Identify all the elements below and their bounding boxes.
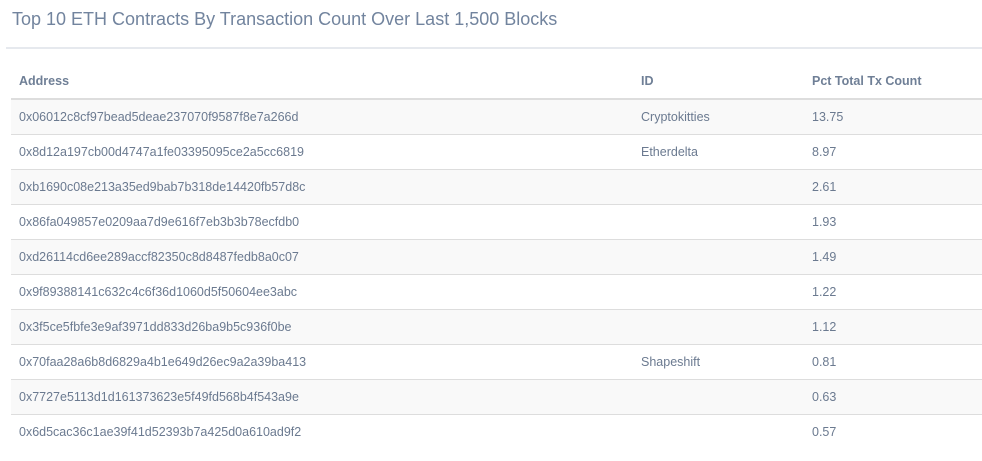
table-row: 0x86fa049857e0209aa7d9e616f7eb3b3b78ecfd… bbox=[11, 204, 982, 240]
table-header-row: Address ID Pct Total Tx Count bbox=[11, 64, 982, 100]
address-cell: 0xd26114cd6ee289accf82350c8d8487fedb8a0c… bbox=[11, 239, 633, 275]
address-cell: 0xb1690c08e213a35ed9bab7b318de14420fb57d… bbox=[11, 169, 633, 205]
id-cell bbox=[633, 414, 804, 449]
address-cell: 0x86fa049857e0209aa7d9e616f7eb3b3b78ecfd… bbox=[11, 204, 633, 240]
table-row: 0x6d5cac36c1ae39f41d52393b7a425d0a610ad9… bbox=[11, 414, 982, 449]
id-cell: Shapeshift bbox=[633, 344, 804, 380]
address-cell: 0x70faa28a6b8d6829a4b1e649d26ec9a2a39ba4… bbox=[11, 344, 633, 380]
pct-cell: 1.12 bbox=[804, 309, 982, 345]
pct-cell: 1.22 bbox=[804, 274, 982, 310]
column-header-address: Address bbox=[11, 64, 633, 100]
pct-cell: 0.81 bbox=[804, 344, 982, 380]
column-header-id: ID bbox=[633, 64, 804, 100]
id-cell: Cryptokitties bbox=[633, 98, 804, 135]
contracts-table: Address ID Pct Total Tx Count 0x06012c8c… bbox=[11, 64, 982, 449]
pct-cell: 8.97 bbox=[804, 134, 982, 170]
address-cell: 0x06012c8cf97bead5deae237070f9587f8e7a26… bbox=[11, 98, 633, 135]
pct-cell: 2.61 bbox=[804, 169, 982, 205]
table-row: 0x06012c8cf97bead5deae237070f9587f8e7a26… bbox=[11, 98, 982, 135]
id-cell bbox=[633, 274, 804, 310]
table-row: 0x3f5ce5fbfe3e9af3971dd833d26ba9b5c936f0… bbox=[11, 309, 982, 345]
id-cell bbox=[633, 379, 804, 415]
table-row: 0x70faa28a6b8d6829a4b1e649d26ec9a2a39ba4… bbox=[11, 344, 982, 380]
id-cell bbox=[633, 169, 804, 205]
pct-cell: 1.93 bbox=[804, 204, 982, 240]
address-cell: 0x9f89388141c632c4c6f36d1060d5f50604ee3a… bbox=[11, 274, 633, 310]
pct-cell: 0.57 bbox=[804, 414, 982, 449]
id-cell bbox=[633, 204, 804, 240]
pct-cell: 13.75 bbox=[804, 98, 982, 135]
table-row: 0x7727e5113d1d161373623e5f49fd568b4f543a… bbox=[11, 379, 982, 415]
table-row: 0x8d12a197cb00d4747a1fe03395095ce2a5cc68… bbox=[11, 134, 982, 170]
title-divider bbox=[6, 47, 982, 49]
page-title: Top 10 ETH Contracts By Transaction Coun… bbox=[12, 9, 558, 29]
address-cell: 0x8d12a197cb00d4747a1fe03395095ce2a5cc68… bbox=[11, 134, 633, 170]
address-cell: 0x6d5cac36c1ae39f41d52393b7a425d0a610ad9… bbox=[11, 414, 633, 449]
column-header-pct: Pct Total Tx Count bbox=[804, 64, 982, 100]
id-cell bbox=[633, 309, 804, 345]
address-cell: 0x7727e5113d1d161373623e5f49fd568b4f543a… bbox=[11, 379, 633, 415]
pct-cell: 1.49 bbox=[804, 239, 982, 275]
pct-cell: 0.63 bbox=[804, 379, 982, 415]
table-row: 0x9f89388141c632c4c6f36d1060d5f50604ee3a… bbox=[11, 274, 982, 310]
address-cell: 0x3f5ce5fbfe3e9af3971dd833d26ba9b5c936f0… bbox=[11, 309, 633, 345]
table-row: 0xd26114cd6ee289accf82350c8d8487fedb8a0c… bbox=[11, 239, 982, 275]
id-cell: Etherdelta bbox=[633, 134, 804, 170]
table-row: 0xb1690c08e213a35ed9bab7b318de14420fb57d… bbox=[11, 169, 982, 205]
id-cell bbox=[633, 239, 804, 275]
